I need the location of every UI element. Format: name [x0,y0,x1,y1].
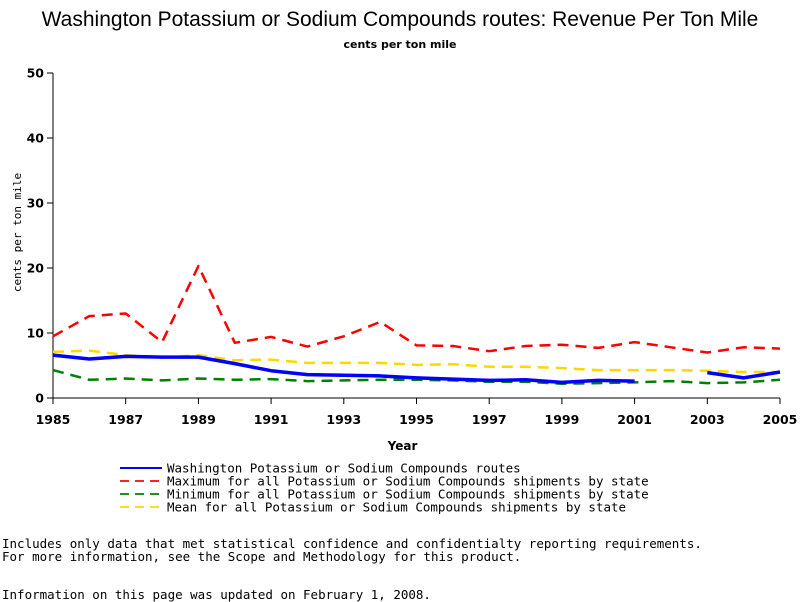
x-tick-label: 1985 [36,412,71,427]
legend-label: Mean for all Potassium or Sodium Compoun… [167,500,626,515]
x-tick-label: 2005 [763,412,798,427]
x-tick-label: 1995 [399,412,434,427]
x-tick-label: 1991 [254,412,289,427]
series-line [53,266,780,353]
x-tick-label: 2001 [617,412,652,427]
series-layer [53,266,780,384]
x-tick-label: 1997 [472,412,507,427]
series-3 [53,350,780,372]
x-tick-label: 1993 [326,412,361,427]
series-line [53,351,780,372]
x-tick-label: 1999 [545,412,580,427]
y-tick-label: 50 [27,66,45,81]
y-tick-label: 0 [35,391,44,406]
x-tick-label: 2003 [690,412,725,427]
series-0 [53,355,780,383]
footnote-methodology: For more information, see the Scope and … [2,549,521,564]
y-tick-label: 20 [27,261,45,276]
axes: 0 10 20 30 40 50 1985 1987 1989 1991 1993 1995 1997 1… [11,66,797,454]
y-tick-label: 10 [27,326,45,341]
y-tick-label: 40 [27,131,45,146]
legend: Washington Potassium or Sodium Compounds… [120,461,649,515]
y-tick-label: 30 [27,196,45,211]
x-tick-label: 1987 [108,412,143,427]
x-tick-label: 1989 [181,412,216,427]
y-axis-label: cents per ton mile [11,173,24,292]
x-axis-label: Year [387,439,418,453]
series-1 [53,266,780,353]
